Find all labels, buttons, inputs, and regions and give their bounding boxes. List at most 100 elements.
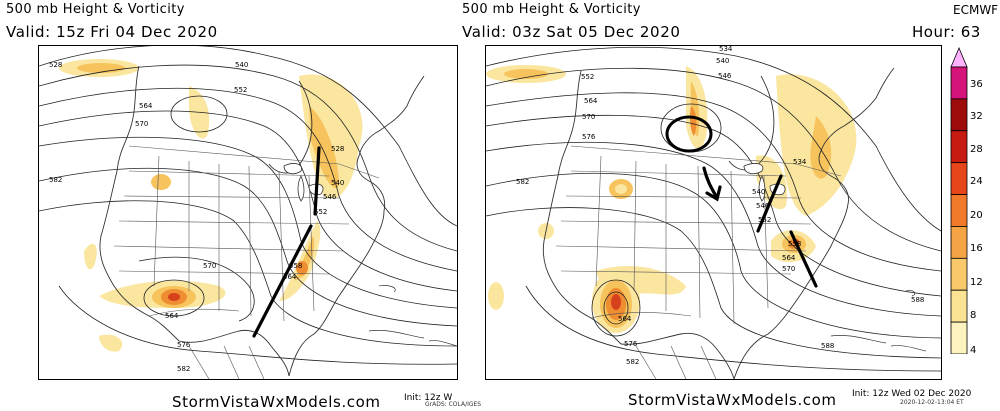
right-panel-title: 500 mb Height & Vorticity — [462, 2, 641, 17]
height-contour — [486, 141, 941, 317]
colorbar-swatch — [950, 162, 968, 195]
contour-label: 564 — [782, 254, 796, 262]
contour-label: 582 — [516, 178, 529, 186]
model-name: ECMWF — [953, 3, 999, 17]
contour-label: 588 — [821, 342, 834, 350]
right-annotations — [665, 115, 818, 288]
west-coast — [542, 70, 622, 345]
us-canada-border — [570, 145, 842, 177]
left-footer-tiny: GrADS: COLA/IGES — [425, 401, 482, 408]
left-footer-site: StormVistaWxModels.com — [172, 393, 381, 411]
contour-label: 564 — [139, 102, 153, 110]
east-coast — [733, 175, 849, 379]
vort-blob — [810, 116, 832, 179]
state-border — [118, 270, 330, 275]
contour-label: 552 — [758, 216, 771, 224]
colorbar-tick: 24 — [970, 176, 983, 187]
left-height-contours — [39, 46, 457, 365]
vort-blob — [488, 282, 504, 310]
left-islands — [368, 285, 457, 347]
hispaniola — [890, 345, 927, 352]
colorbar-cap — [950, 47, 968, 68]
state-border — [555, 245, 807, 252]
contour-label: 552 — [314, 208, 327, 216]
colorbar-swatch — [950, 321, 968, 354]
right-footer-tiny: 2020-12-02-13:04 ET — [900, 399, 964, 406]
height-contour — [603, 291, 629, 325]
vort-blob — [99, 334, 123, 352]
height-contour — [58, 285, 457, 365]
height-contour — [486, 114, 941, 297]
colorbar-swatch — [950, 98, 968, 132]
left-vorticity-shading — [59, 59, 363, 352]
contour-label: 570 — [582, 113, 595, 121]
canada-east-coast — [356, 75, 425, 182]
contour-label: 582 — [626, 358, 639, 366]
cuba — [830, 335, 887, 344]
right-map-panel: 500 mb Height & Vorticity Valid: 03z Sat… — [460, 0, 1000, 409]
right-islands — [830, 290, 927, 352]
great-lake — [297, 175, 305, 202]
canada-east-coast — [818, 67, 895, 177]
contour-label: 558 — [788, 240, 801, 248]
great-lake — [283, 163, 302, 175]
vort-blob — [296, 261, 308, 275]
colorbar-tick: 16 — [970, 243, 983, 254]
trough-axis-line — [756, 174, 783, 233]
state-border — [570, 170, 787, 177]
colorbar-tick: 28 — [970, 144, 983, 155]
contour-label: 564 — [165, 312, 179, 320]
colorbar-tick: 12 — [970, 277, 983, 288]
height-contour — [39, 167, 457, 327]
left-map-panel: 500 mb Height & Vorticity Valid: 15z Fri… — [0, 0, 481, 411]
hudson-bay — [268, 80, 313, 174]
right-great-lakes — [743, 163, 786, 202]
contour-label: 534 — [719, 46, 733, 53]
colorbar-swatch — [950, 226, 968, 259]
island — [378, 285, 396, 293]
height-contour — [486, 92, 941, 272]
state-border — [560, 220, 812, 225]
contour-label: 564 — [584, 97, 598, 105]
west-coast — [99, 65, 180, 342]
contour-label: 552 — [234, 86, 247, 94]
colorbar-swatch — [950, 130, 968, 164]
colorbar-tick: 32 — [970, 111, 983, 122]
mexico-borders — [188, 345, 265, 379]
vort-blob — [168, 293, 180, 301]
state-border — [595, 155, 602, 287]
forecast-hour: Hour: 63 — [912, 23, 981, 41]
contour-label: 540 — [716, 57, 729, 65]
colorbar-tick: 4 — [970, 345, 977, 356]
colorbar-swatch — [950, 289, 968, 323]
right-footer-init: Init: 12z Wed 02 Dec 2020 — [852, 389, 972, 399]
right-height-contours — [486, 46, 941, 372]
contour-label: 576 — [177, 341, 191, 349]
contour-label: 558 — [289, 262, 302, 270]
left-map: 528 540 552 564 570 582 528 540 546 552 … — [38, 45, 458, 380]
height-contour — [39, 87, 457, 272]
contour-label: 582 — [177, 365, 190, 373]
right-vorticity-shading — [486, 65, 857, 333]
colorbar-tick: 20 — [970, 210, 983, 221]
vort-blob — [309, 106, 339, 188]
left-panel-title: 500 mb Height & Vorticity — [6, 2, 185, 17]
motion-arrow — [702, 166, 718, 198]
state-border — [763, 175, 769, 309]
state-border — [123, 195, 340, 199]
contour-label: 582 — [49, 176, 62, 184]
gulf-coast — [178, 329, 290, 377]
contour-label: 564 — [618, 315, 632, 323]
vort-blob — [299, 74, 363, 199]
trough-axis-line — [789, 230, 818, 288]
right-map-canvas: 534 540 546 552 564 570 576 582 534 540 … — [486, 46, 941, 379]
contour-label: 570 — [782, 265, 795, 273]
vort-blob — [615, 184, 627, 194]
mexico-borders — [635, 345, 717, 379]
state-border — [153, 155, 160, 287]
state-border — [248, 165, 252, 317]
state-border — [633, 160, 637, 292]
height-contour — [39, 200, 457, 347]
contour-label: 546 — [756, 202, 770, 210]
height-contour — [39, 46, 457, 227]
